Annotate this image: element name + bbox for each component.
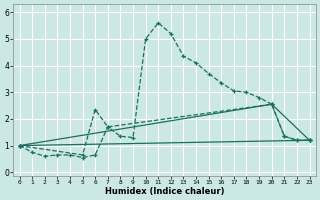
X-axis label: Humidex (Indice chaleur): Humidex (Indice chaleur): [105, 187, 224, 196]
